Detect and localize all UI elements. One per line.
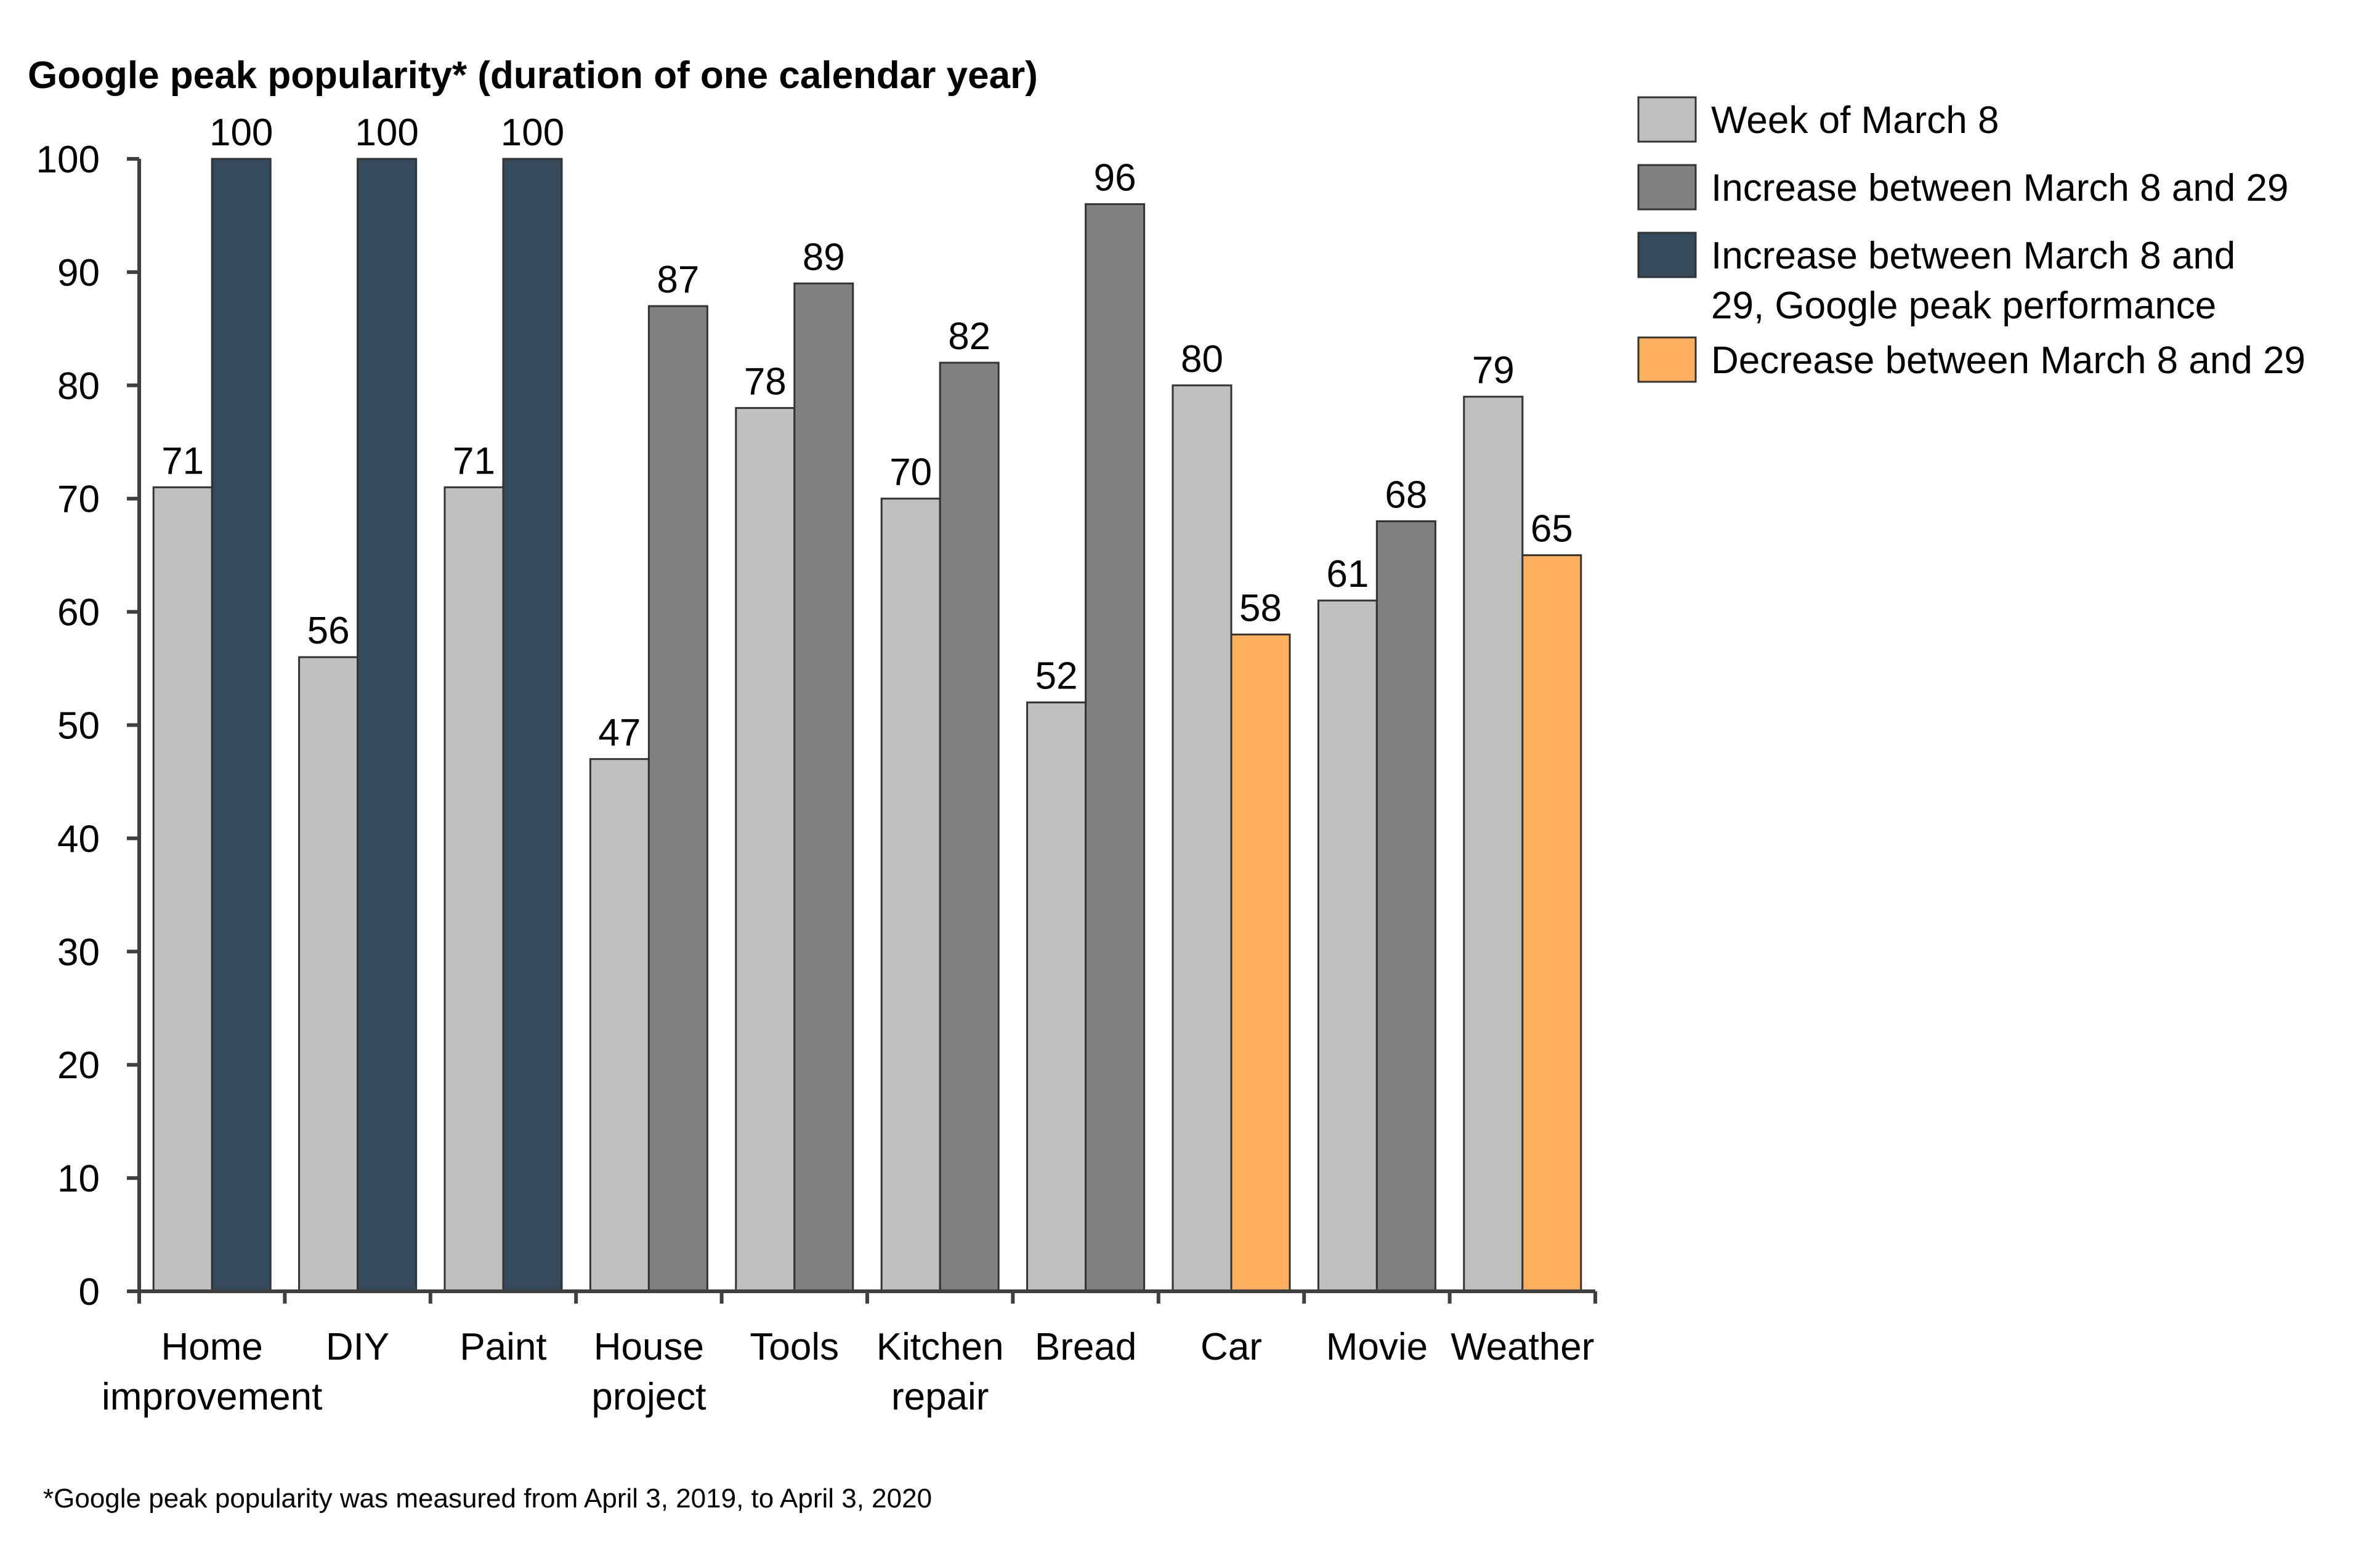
bar-change-0 [211, 158, 272, 1293]
y-tick-label-9: 90 [57, 252, 100, 294]
data-label-week-3: 47 [598, 712, 641, 754]
data-label-change-4: 89 [803, 236, 845, 278]
data-label-week-1: 56 [307, 610, 350, 652]
chart-title: Google peak popularity* (duration of one… [28, 54, 1038, 97]
x-tick-label-7-0: Car [1200, 1326, 1262, 1368]
data-label-week-6: 52 [1035, 655, 1078, 698]
x-tick-label-2-0: Paint [459, 1326, 546, 1368]
legend-swatch-increase [1637, 164, 1697, 211]
bar-week-0 [152, 486, 213, 1293]
data-label-week-8: 61 [1326, 553, 1369, 595]
y-tick-label-5: 50 [57, 705, 100, 748]
footnote: *Google peak popularity was measured fro… [43, 1483, 932, 1514]
legend-label-peak-0: Increase between March 8 and [1711, 235, 2235, 277]
data-label-change-7: 58 [1239, 587, 1282, 629]
bar-change-1 [357, 158, 418, 1293]
bar-change-9 [1521, 554, 1582, 1293]
bar-change-4 [793, 282, 854, 1293]
y-tick-label-10: 100 [36, 139, 100, 181]
bar-week-2 [443, 486, 504, 1293]
data-label-change-9: 65 [1531, 508, 1573, 551]
legend-swatch-week [1637, 96, 1697, 143]
bar-change-2 [502, 158, 563, 1293]
bar-week-7 [1172, 384, 1232, 1293]
data-label-week-9: 79 [1472, 349, 1515, 392]
data-label-week-5: 70 [889, 451, 932, 494]
x-tick-label-6-0: Bread [1035, 1326, 1136, 1368]
bar-week-3 [589, 758, 650, 1293]
data-label-change-5: 82 [948, 315, 990, 358]
data-label-week-4: 78 [744, 361, 787, 403]
x-tick-label-4-0: Tools [750, 1326, 839, 1368]
data-label-change-6: 96 [1094, 157, 1136, 200]
bar-week-5 [880, 498, 941, 1293]
x-tick-label-5-1: repair [891, 1376, 989, 1418]
bar-change-5 [939, 361, 1000, 1293]
legend-swatch-peak [1637, 232, 1697, 278]
data-label-week-0: 71 [161, 440, 204, 482]
x-tick-label-3-1: project [591, 1376, 706, 1418]
legend-label-week-0: Week of March 8 [1711, 99, 1999, 142]
x-tick-label-0-0: Home [161, 1326, 263, 1368]
data-label-change-2: 100 [501, 111, 564, 154]
data-label-week-2: 71 [453, 440, 495, 482]
bar-week-6 [1026, 701, 1087, 1293]
bar-week-1 [298, 656, 359, 1293]
data-label-change-8: 68 [1385, 474, 1427, 516]
data-label-change-3: 87 [657, 259, 699, 301]
y-tick-label-3: 30 [57, 931, 100, 974]
bar-change-3 [647, 305, 708, 1293]
x-tick-label-9-0: Weather [1451, 1326, 1594, 1368]
legend-label-increase-0: Increase between March 8 and 29 [1711, 167, 2288, 209]
y-tick-label-0: 0 [79, 1271, 100, 1313]
data-label-change-1: 100 [355, 111, 418, 154]
bar-week-9 [1463, 395, 1524, 1293]
y-tick-label-7: 70 [57, 478, 100, 521]
y-tick-label-8: 80 [57, 365, 100, 408]
data-label-change-0: 100 [209, 111, 273, 154]
y-tick-label-1: 10 [57, 1158, 100, 1200]
bar-week-4 [735, 407, 796, 1293]
legend-swatch-decrease [1637, 336, 1697, 383]
legend-label-decrease-0: Decrease between March 8 and 29 [1711, 339, 2305, 382]
x-tick-label-5-0: Kitchen [876, 1326, 1004, 1368]
x-tick-label-0-1: improvement [102, 1376, 322, 1418]
x-tick-label-1-0: DIY [326, 1326, 389, 1368]
y-tick-label-2: 20 [57, 1044, 100, 1087]
bar-change-8 [1375, 520, 1436, 1293]
y-tick-label-4: 40 [57, 818, 100, 860]
bar-change-7 [1230, 633, 1291, 1293]
legend-label-peak-1: 29, Google peak performance [1711, 284, 2216, 327]
x-tick-label-3-0: House [594, 1326, 704, 1368]
bar-week-8 [1317, 599, 1378, 1293]
bar-change-6 [1085, 203, 1146, 1293]
x-tick-label-8-0: Movie [1326, 1326, 1428, 1368]
data-label-week-7: 80 [1181, 338, 1223, 381]
y-tick-label-6: 60 [57, 592, 100, 634]
